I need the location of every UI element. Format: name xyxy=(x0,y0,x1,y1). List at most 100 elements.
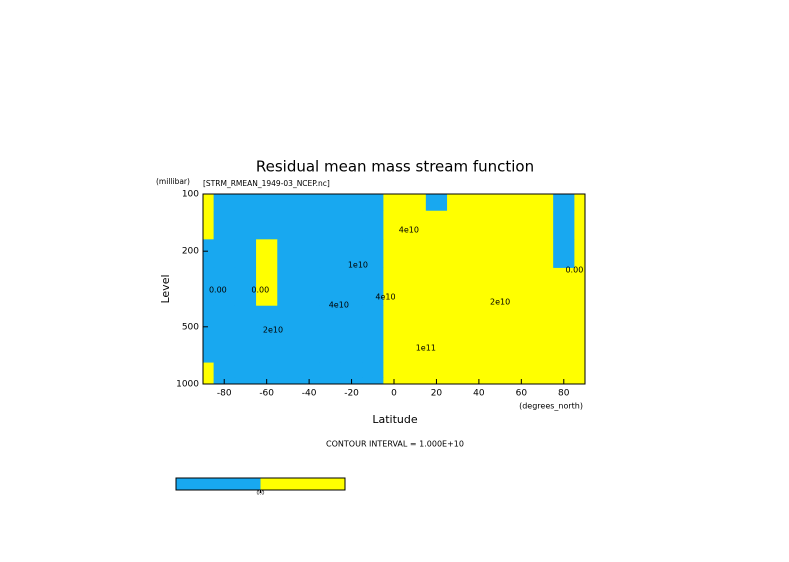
contour-cell xyxy=(203,340,215,364)
colorbar-negative xyxy=(176,478,261,490)
contour-cell xyxy=(319,305,342,342)
contour-cell xyxy=(277,194,299,212)
contour-cell xyxy=(531,194,554,212)
contour-label: 4e10 xyxy=(399,226,419,235)
x-tick-label: -80 xyxy=(217,389,232,399)
contour-cell xyxy=(256,267,278,307)
contour-cell xyxy=(383,340,406,364)
x-tick-label: 80 xyxy=(558,389,570,399)
contour-cell xyxy=(383,194,406,212)
contour-cell xyxy=(234,305,257,342)
contour-cell xyxy=(447,239,469,269)
contour-cell xyxy=(256,239,278,269)
contour-cell xyxy=(319,194,342,212)
contour-cell xyxy=(404,305,427,342)
contour-cell xyxy=(298,267,321,307)
contour-cell xyxy=(553,239,575,269)
contour-cell xyxy=(213,340,236,364)
contour-cell xyxy=(319,340,342,364)
contour-cell xyxy=(298,210,321,240)
x-tick-label: 20 xyxy=(431,389,443,399)
contour-cell xyxy=(256,340,278,364)
contour-cell xyxy=(340,305,363,342)
contour-cell xyxy=(489,267,512,307)
contour-cell xyxy=(213,305,236,342)
contour-interval: CONTOUR INTERVAL = 1.000E+10 xyxy=(326,440,464,449)
contour-cell xyxy=(574,305,586,342)
y-tick-label: 100 xyxy=(182,190,199,200)
contour-cell xyxy=(383,210,406,240)
contour-cell xyxy=(489,239,512,269)
contour-cell xyxy=(213,267,236,307)
y-tick-label: 500 xyxy=(182,322,199,332)
contour-cell xyxy=(574,267,586,307)
contour-cell xyxy=(468,267,490,307)
contour-cell xyxy=(404,377,427,385)
contour-cell xyxy=(574,377,586,385)
contour-cell xyxy=(468,305,490,342)
contour-cell xyxy=(553,267,575,307)
y-tick-label: 1000 xyxy=(176,380,199,390)
contour-label: 4e10 xyxy=(329,301,349,310)
contour-cell xyxy=(447,267,469,307)
contour-cell xyxy=(298,340,321,364)
contour-cell xyxy=(277,377,299,385)
contour-cell xyxy=(298,239,321,269)
contour-cell xyxy=(447,362,469,378)
contour-cell xyxy=(489,194,512,212)
contour-field xyxy=(203,194,586,385)
contour-cell xyxy=(362,267,384,307)
contour-cell xyxy=(489,377,512,385)
contour-cell xyxy=(404,340,427,364)
x-tick-label: 40 xyxy=(473,389,485,399)
contour-cell xyxy=(531,210,554,240)
contour-cell xyxy=(213,194,236,212)
contour-cell xyxy=(256,210,278,240)
contour-cell xyxy=(553,210,575,240)
contour-cell xyxy=(383,267,406,307)
contour-cell xyxy=(362,239,384,269)
x-tick-label: 60 xyxy=(516,389,528,399)
contour-cell xyxy=(553,362,575,378)
contour-cell xyxy=(510,340,533,364)
contour-cell xyxy=(203,377,215,385)
contour-cell xyxy=(340,362,363,378)
contour-cell xyxy=(574,362,586,378)
contour-cell xyxy=(277,340,299,364)
contour-cell xyxy=(203,239,215,269)
y-tick-label: 200 xyxy=(182,247,199,257)
contour-cell xyxy=(383,362,406,378)
contour-cell xyxy=(319,267,342,307)
contour-cell xyxy=(203,194,215,212)
contour-label: 2e10 xyxy=(490,297,510,306)
contour-cell xyxy=(510,210,533,240)
contour-label: 0.00 xyxy=(209,285,227,294)
contour-cell xyxy=(510,239,533,269)
contour-cell xyxy=(340,239,363,269)
contour-cell xyxy=(256,362,278,378)
contour-cell xyxy=(510,305,533,342)
contour-cell xyxy=(383,305,406,342)
contour-cell xyxy=(340,210,363,240)
contour-cell xyxy=(425,210,448,240)
contour-cell xyxy=(234,239,257,269)
contour-cell xyxy=(574,194,586,212)
chart-subtitle: [STRM_RMEAN_1949-03_NCEP.nc] xyxy=(203,179,330,188)
contour-label: 4e10 xyxy=(375,292,395,301)
contour-cell xyxy=(298,362,321,378)
contour-cell xyxy=(574,340,586,364)
contour-cell xyxy=(489,305,512,342)
contour-cell xyxy=(468,340,490,364)
contour-cell xyxy=(404,362,427,378)
contour-cell xyxy=(425,340,448,364)
contour-cell xyxy=(425,194,448,212)
y-axis-title: Level xyxy=(159,274,172,303)
colorbar-positive xyxy=(260,478,345,490)
contour-cell xyxy=(203,267,215,307)
contour-label: 0.00 xyxy=(251,285,269,294)
contour-cell xyxy=(510,362,533,378)
contour-cell xyxy=(404,239,427,269)
contour-cell xyxy=(362,194,384,212)
